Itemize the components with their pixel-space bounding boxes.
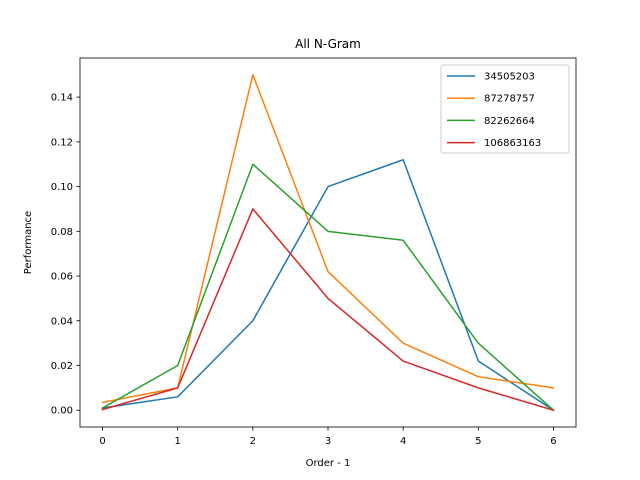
y-tick-label: 0.10 <box>51 182 73 193</box>
x-tick-label: 2 <box>250 436 256 447</box>
series-line-34505203 <box>101 159 555 412</box>
chart-title: All N-Gram <box>295 37 361 51</box>
x-tick-label: 4 <box>400 436 406 447</box>
x-tick-label: 0 <box>99 436 105 447</box>
x-tick-label: 6 <box>550 436 556 447</box>
legend: 34505203 87278757 82262664 106863163 <box>440 64 570 154</box>
x-tick-label: 5 <box>475 436 481 447</box>
legend-box <box>440 64 570 154</box>
series-line-106863163 <box>101 208 555 412</box>
axes-layer: 0 1 2 3 4 5 6 0.00 0.02 0.04 0.06 0.08 0.10 0.12 0.14 <box>51 57 577 447</box>
legend-label: 87278757 <box>484 94 535 105</box>
y-tick-label: 0.14 <box>51 93 73 104</box>
x-tick-label: 1 <box>175 436 181 447</box>
x-axis-label: Order - 1 <box>306 458 351 469</box>
x-tick-label: 3 <box>325 436 331 447</box>
legend-label: 106863163 <box>484 138 541 149</box>
series-line-82262664 <box>101 163 555 412</box>
y-tick-label: 0.04 <box>51 316 73 327</box>
legend-label: 34505203 <box>484 72 535 83</box>
series-layer <box>101 74 555 412</box>
legend-label: 82262664 <box>484 116 535 127</box>
y-tick-label: 0.00 <box>51 406 73 417</box>
y-tick-label: 0.08 <box>51 227 73 238</box>
y-tick-label: 0.12 <box>51 137 73 148</box>
y-tick-label: 0.02 <box>51 361 73 372</box>
y-axis-label: Performance <box>23 211 34 274</box>
y-tick-label: 0.06 <box>51 272 73 283</box>
